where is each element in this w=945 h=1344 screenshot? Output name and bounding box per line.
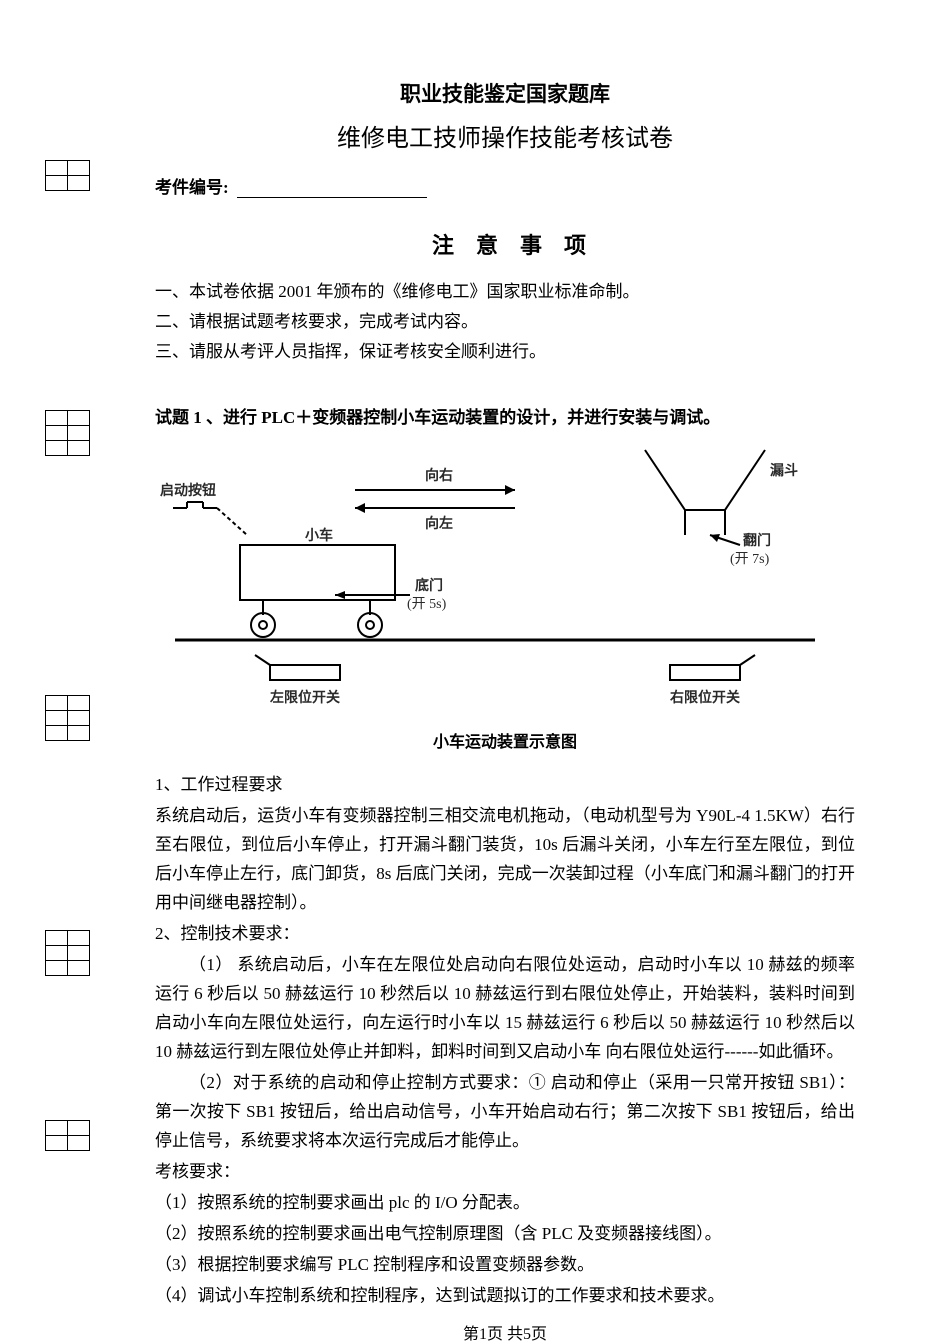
body-text: 1、工作过程要求 系统启动后，运货小车有变频器控制三相交流电机拖动，（电动机型号… [155, 770, 855, 1310]
assess-item-4: （4）调试小车控制系统和控制程序，达到试题拟订的工作要求和技术要求。 [155, 1281, 855, 1310]
side-table-3 [45, 695, 90, 741]
label-bottom-door: 底门 [415, 577, 443, 594]
exam-id-blank[interactable] [237, 197, 427, 198]
notice-item-1: 一、本试卷依据 2001 年颁布的《维修电工》国家职业标准命制。 [155, 278, 855, 306]
title-line-2: 维修电工技师操作技能考核试卷 [155, 118, 855, 153]
page-footer: 第1页 共5页 [155, 1320, 855, 1344]
side-table-4 [45, 930, 90, 976]
label-right-limit: 右限位开关 [669, 689, 740, 706]
cart-diagram: 启动按钮 向右 向左 小车 [155, 440, 835, 720]
side-table-5 [45, 1120, 90, 1151]
label-start-button: 启动按钮 [160, 482, 216, 499]
assess-item-1: （1）按照系统的控制要求画出 plc 的 I/O 分配表。 [155, 1188, 855, 1217]
section1-title: 1、工作过程要求 [155, 770, 855, 799]
assess-item-3: （3）根据控制要求编写 PLC 控制程序和设置变频器参数。 [155, 1250, 855, 1279]
section2-p2: （2）对于系统的启动和停止控制方式要求：① 启动和停止（采用一只常开按钮 SB1… [155, 1068, 855, 1155]
exam-id-label: 考件编号: [155, 178, 229, 197]
section2-p1: （1） 系统启动后，小车在左限位处启动向右限位处运动，启动时小车以 10 赫兹的… [155, 950, 855, 1066]
side-table-1 [45, 160, 90, 191]
section1-body: 系统启动后，运货小车有变频器控制三相交流电机拖动，（电动机型号为 Y90L-4 … [155, 801, 855, 917]
label-flap-door: 翻门 [743, 532, 771, 549]
notice-item-3: 三、请服从考评人员指挥，保证考核安全顺利进行。 [155, 338, 855, 366]
section2-title: 2、控制技术要求： [155, 919, 855, 948]
notice-item-2: 二、请根据试题考核要求，完成考试内容。 [155, 308, 855, 336]
label-flap-door-time: (开 7s) [730, 552, 770, 567]
side-table-2 [45, 410, 90, 456]
diagram-container: 启动按钮 向右 向左 小车 [155, 440, 855, 752]
label-hopper: 漏斗 [770, 463, 798, 479]
assess-item-2: （2）按照系统的控制要求画出电气控制原理图（含 PLC 及变频器接线图）。 [155, 1219, 855, 1248]
label-left-limit: 左限位开关 [269, 689, 340, 706]
diagram-caption: 小车运动装置示意图 [155, 728, 855, 752]
label-bottom-door-time: (开 5s) [407, 597, 447, 612]
page-content: 职业技能鉴定国家题库 维修电工技师操作技能考核试卷 考件编号: 注意事项 一、本… [155, 0, 855, 1344]
question-title: 试题 1 、进行 PLC＋变频器控制小车运动装置的设计，并进行安装与调试。 [155, 404, 855, 432]
notice-heading: 注意事项 [155, 228, 855, 260]
label-cart: 小车 [305, 527, 333, 544]
label-left: 向左 [425, 515, 453, 532]
label-right: 向右 [425, 467, 453, 484]
title-line-1: 职业技能鉴定国家题库 [155, 78, 855, 108]
assess-title: 考核要求： [155, 1157, 855, 1186]
exam-id-row: 考件编号: [155, 173, 855, 198]
